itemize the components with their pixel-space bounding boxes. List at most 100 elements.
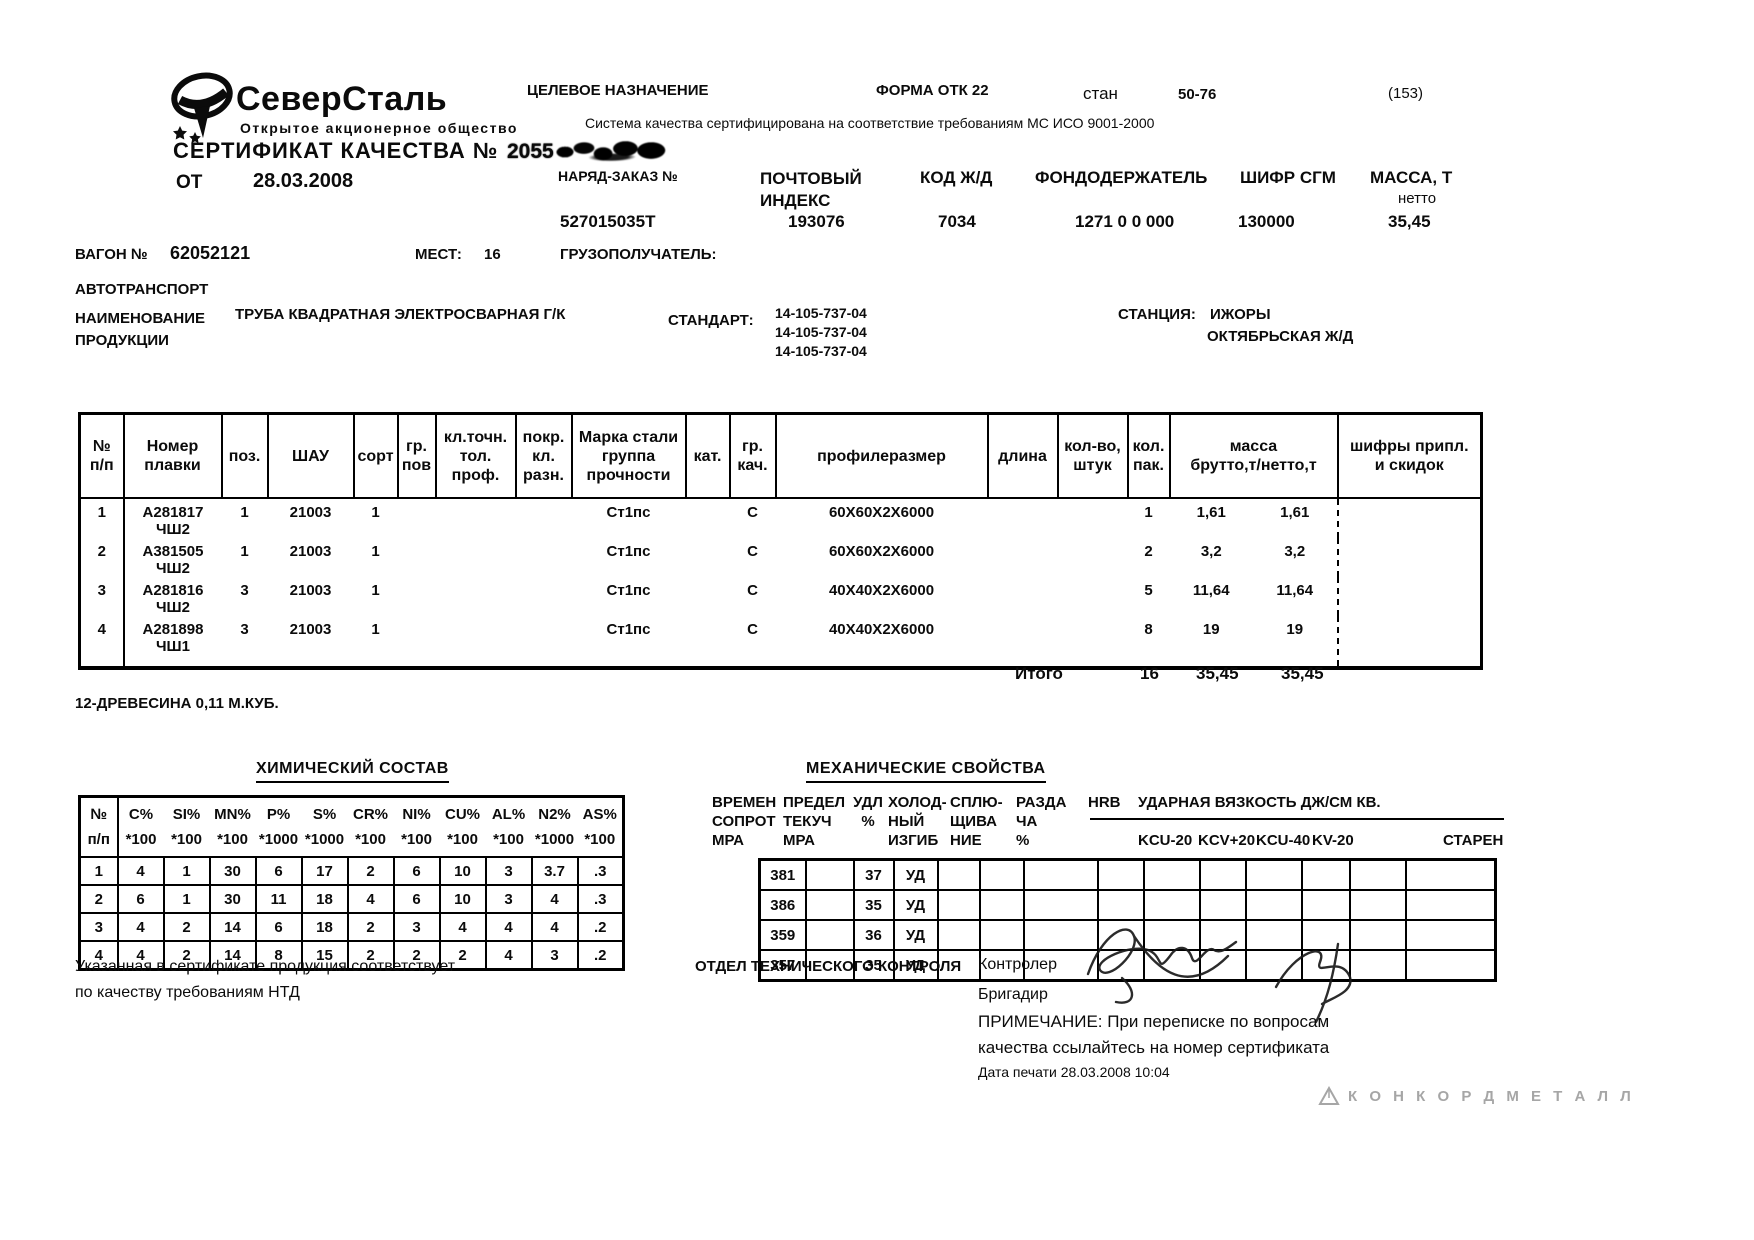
chem-cell: 14 — [208, 940, 257, 971]
chem-cell: 2 — [438, 940, 487, 971]
heat-suffix: ЧШ2 — [156, 560, 190, 577]
order-label: НАРЯД-ЗАКАЗ № — [558, 168, 678, 184]
chem-cell: 2 — [346, 912, 395, 942]
chem-cell: 18 — [300, 912, 349, 942]
chem-cell: 30 — [208, 884, 257, 914]
chem-cell: .3 — [576, 856, 625, 886]
mass-label: МАССА, Т — [1370, 168, 1453, 187]
cell-kat — [686, 538, 730, 577]
chem-col-p: P% *1000 — [258, 806, 299, 848]
cell-pos: 3 — [240, 621, 249, 638]
heat-suffix: ЧШ2 — [156, 521, 190, 538]
chem-col-as: AS% *100 — [582, 806, 617, 848]
mech-impact-header: УДАРНАЯ ВЯЗКОСТЬ ДЖ/СМ КВ. — [1138, 794, 1381, 811]
mech-cell — [936, 858, 981, 891]
cell-grpov — [398, 498, 436, 538]
mass-brutto: 1,61 — [1196, 504, 1226, 521]
chem-cell: 4 — [484, 940, 533, 971]
chem-cell: .2 — [576, 940, 625, 971]
chem-header-row: № п/п C% *100 SI% *100 MN% *100 P% *1000… — [78, 795, 624, 858]
cell-pieces — [1058, 616, 1128, 668]
cell-kltochn — [436, 538, 516, 577]
chem-cell: 2 — [162, 940, 211, 971]
heat-suffix: ЧШ1 — [156, 638, 190, 655]
col-header-num: № п/п — [78, 412, 125, 499]
cell-ciphers — [1336, 498, 1482, 538]
cell-heat: А281898 ЧШ1 — [124, 616, 222, 668]
cell-mass: 19 19 — [1170, 616, 1338, 668]
cell-grkach: С — [747, 582, 758, 599]
rail-code-value: 7034 — [938, 212, 976, 231]
heat-number: А281817 — [142, 504, 204, 521]
cell-pieces — [1058, 577, 1128, 616]
mass-netto: 11,64 — [1276, 582, 1314, 599]
mech-cell: 386 — [758, 889, 807, 921]
cell-kat — [686, 616, 730, 668]
cell-sort: 1 — [371, 504, 380, 521]
chem-cell: 18 — [300, 884, 349, 914]
chem-cell: 4 — [346, 884, 395, 914]
mech-cell — [1022, 889, 1099, 921]
mech-cell — [1022, 858, 1099, 891]
total-brutto: 35,45 — [1196, 664, 1239, 683]
mech-cell — [1300, 919, 1351, 951]
rail-code-label: КОД Ж/Д — [920, 168, 993, 187]
chem-col-c: C% *100 — [125, 806, 157, 848]
form-label: ФОРМА ОТК 22 — [876, 82, 989, 99]
mech-col-kcu20: KCU-20 — [1138, 832, 1193, 849]
cell-grade: Ст1пс — [606, 621, 651, 638]
chem-col-si: SI% *100 — [171, 806, 202, 848]
station-label: СТАНЦИЯ: — [1118, 306, 1196, 323]
mass-brutto: 19 — [1202, 621, 1220, 638]
cell-num: 4 — [79, 616, 125, 668]
cell-heat: А381505 ЧШ2 — [124, 538, 222, 577]
chem-col-cr: CR% *100 — [352, 806, 388, 848]
mech-col-tensile: ВРЕМЕН СОПРОТ МРА — [712, 794, 777, 849]
cell-mass: 3,2 3,2 — [1170, 538, 1338, 577]
mech-cell — [1404, 858, 1497, 891]
mech-row: 381 37 УД — [758, 858, 1497, 891]
mass-netto: 19 — [1286, 621, 1304, 638]
chem-cell: 4 — [116, 912, 165, 942]
chem-cell: 2 — [162, 912, 211, 942]
cell-pokr — [516, 616, 572, 668]
ink-smudge — [555, 137, 668, 163]
cell-grkach: С — [747, 504, 758, 521]
col-header-pokr: покр. кл. разн. — [514, 412, 573, 499]
places-value: 16 — [484, 246, 501, 263]
chem-col-num: № п/п — [78, 795, 119, 858]
cell-ciphers — [1336, 616, 1482, 668]
chem-cell: 4 — [530, 884, 579, 914]
mech-cell — [1348, 949, 1407, 982]
heat-number: А281816 — [142, 582, 204, 599]
chem-table: № п/п C% *100 SI% *100 MN% *100 P% *1000… — [78, 795, 625, 971]
cell-packs: 2 — [1144, 543, 1153, 560]
cell-packs: 8 — [1144, 621, 1153, 638]
controller-signature — [1078, 912, 1248, 1012]
chem-cell: 4 — [484, 912, 533, 942]
chem-row: 1 4 1 30 6 17 2 6 10 3 3.7 .3 — [78, 856, 625, 886]
mech-cell: 357 — [758, 949, 807, 982]
mech-cell: УД — [892, 889, 939, 921]
cell-grkach: С — [747, 543, 758, 560]
chem-col-s: S% *1000 — [304, 806, 345, 848]
chem-row: 4 4 2 14 8 15 2 2 2 4 3 .2 — [78, 940, 625, 971]
mech-cell — [936, 919, 981, 951]
cell-length — [988, 616, 1058, 668]
note-line-2: качества ссылайтесь на номер сертификата — [978, 1038, 1330, 1057]
chem-cell: 4 — [438, 912, 487, 942]
fund-holder-label: ФОНДОДЕРЖАТЕЛЬ — [1035, 168, 1208, 187]
controller-label: Контролер — [978, 956, 1057, 973]
mech-col-hrb: HRB — [1088, 794, 1121, 811]
mech-row: 357 35 УД — [758, 949, 1497, 982]
wagon-value: 62052121 — [170, 243, 251, 263]
note-line-1: ПРИМЕЧАНИЕ: При переписке по вопросам — [978, 1012, 1330, 1031]
mech-cell: 35 — [852, 889, 895, 921]
cell-length — [988, 498, 1058, 538]
cell-grpov — [398, 577, 436, 616]
chem-cell: 2 — [346, 856, 395, 886]
cell-heat: А281817 ЧШ2 — [124, 498, 222, 538]
cell-shau: 21003 — [289, 543, 332, 560]
mech-cell — [1300, 949, 1351, 982]
